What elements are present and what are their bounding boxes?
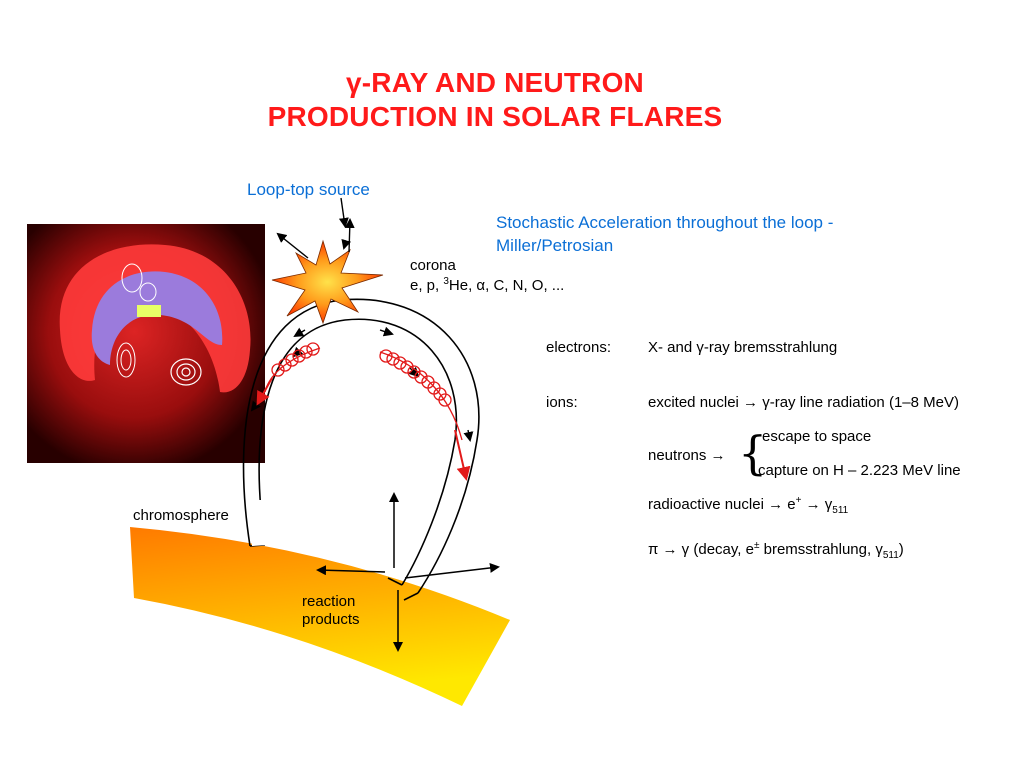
flare-image-inset <box>27 224 265 463</box>
chromosphere-band <box>130 527 510 706</box>
stochastic-acceleration-note: Stochastic Acceleration throughout the l… <box>496 211 833 257</box>
magnetic-loop <box>242 298 480 601</box>
neutrons-label: neutrons → <box>648 447 726 464</box>
loop-top-source-label: Loop-top source <box>247 180 370 199</box>
title-line-1: γ-RAY AND NEUTRON <box>346 67 644 98</box>
stochastic-line-1: Stochastic Acceleration throughout the l… <box>496 213 834 232</box>
electrons-process: X- and γ-ray bremsstrahlung <box>648 339 838 356</box>
electron-helix-left <box>264 342 321 393</box>
chromosphere-label: chromosphere <box>133 507 229 524</box>
neutron-capture: capture on H – 2.223 MeV line <box>758 462 961 479</box>
neutrons-brace: { <box>738 426 768 480</box>
reaction-products-label: reaction products <box>302 593 360 628</box>
pion-process: π → γ (decay, e± bremsstrahlung, γ511) <box>648 540 904 561</box>
particle-species-label: e, p, 3He, α, C, N, O, ... <box>410 276 565 295</box>
title-line-2: PRODUCTION IN SOLAR FLARES <box>267 101 723 132</box>
page-title: γ-RAY AND NEUTRON PRODUCTION IN SOLAR FL… <box>0 66 990 134</box>
ions-label: ions: <box>546 394 578 411</box>
stochastic-line-2: Miller/Petrosian <box>496 236 614 255</box>
neutron-escape: escape to space <box>762 428 872 445</box>
radioactive-process: radioactive nuclei → e+ → γ511 <box>648 495 849 516</box>
ion-helix-right <box>379 349 463 441</box>
corona-label: corona <box>410 257 456 274</box>
electrons-label: electrons: <box>546 339 612 356</box>
ions-process: excited nuclei → γ-ray line radiation (1… <box>648 394 959 411</box>
reaction-product-arrows <box>316 492 500 652</box>
loop-flow-arrows <box>250 326 474 442</box>
electron-helix-left-arrow <box>256 377 273 406</box>
star-arrows <box>276 197 355 259</box>
ion-helix-right-arrow <box>454 429 471 481</box>
acceleration-star <box>271 239 384 325</box>
